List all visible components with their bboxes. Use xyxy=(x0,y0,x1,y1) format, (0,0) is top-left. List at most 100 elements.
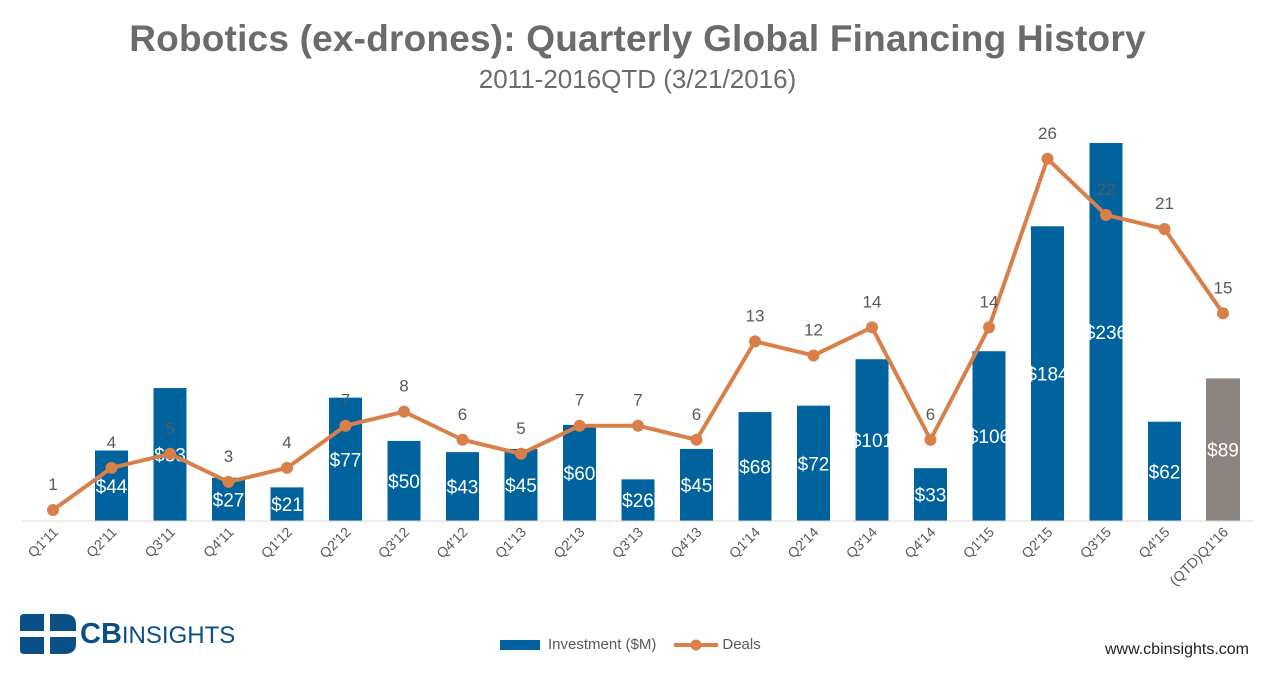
investment-bar xyxy=(387,440,421,521)
investment-value-label: $21 xyxy=(271,495,303,516)
deals-point xyxy=(1100,208,1112,221)
investment-value-label: $45 xyxy=(505,476,537,497)
x-tick-label: Q4'14 xyxy=(901,524,939,562)
deals-point xyxy=(164,447,176,460)
deals-value-label: 21 xyxy=(1155,194,1174,213)
deals-point xyxy=(339,419,352,432)
x-tick-label: Q4'15 xyxy=(1135,524,1173,562)
deals-value-label: 22 xyxy=(1097,180,1116,199)
deals-value-label: 5 xyxy=(516,419,525,438)
deals-point xyxy=(690,433,703,446)
logo-wordmark: CBINSIGHTS xyxy=(80,618,235,651)
deals-value-label: 6 xyxy=(692,405,701,424)
deals-point xyxy=(807,349,820,362)
deals-point xyxy=(515,447,527,460)
deals-point xyxy=(456,433,469,446)
investment-value-label: $236 xyxy=(1085,323,1127,344)
investment-labels: $44$83$27$21$77$50$43$45$60$26$45$68$72$… xyxy=(96,323,1239,516)
x-tick-label: Q1'14 xyxy=(726,524,764,562)
x-tick-label: Q4'11 xyxy=(200,524,237,561)
chart-title: Robotics (ex-drones): Quarterly Global F… xyxy=(129,18,1146,59)
investment-value-label: $106 xyxy=(968,427,1010,448)
investment-bar xyxy=(914,468,947,521)
x-tick-label: Q2'13 xyxy=(550,524,588,562)
investment-value-label: $43 xyxy=(447,478,479,499)
investment-value-label: $101 xyxy=(851,431,893,452)
investment-bar xyxy=(1031,226,1064,521)
deals-point xyxy=(573,419,586,432)
deals-point xyxy=(398,405,410,418)
deals-point xyxy=(222,475,235,488)
x-tick-label: Q4'13 xyxy=(667,524,705,562)
investment-value-label: $44 xyxy=(96,477,128,498)
deals-point xyxy=(47,504,59,516)
logo-cb: CB xyxy=(80,618,122,650)
legend-item-deals: Deals xyxy=(674,636,761,653)
deals-value-label: 1 xyxy=(48,475,57,494)
deals-point xyxy=(632,419,644,432)
investment-value-label: $60 xyxy=(564,464,596,485)
legend-item-investment: Investment ($M) xyxy=(500,636,656,653)
legend-label-investment: Investment ($M) xyxy=(548,636,657,653)
x-tick-label: Q1'11 xyxy=(24,524,61,561)
x-tick-label: Q3'15 xyxy=(1077,524,1115,562)
combo-chart: $44$83$27$21$77$50$43$45$60$26$45$68$72$… xyxy=(22,124,1253,589)
investment-bar xyxy=(972,351,1006,521)
source-url: www.cbinsights.com xyxy=(1104,641,1249,658)
deals-line xyxy=(47,152,1229,516)
deals-value-label: 14 xyxy=(863,292,882,311)
x-tick-label: Q1'13 xyxy=(492,524,530,562)
deals-point xyxy=(1041,152,1054,165)
x-tick-label: Q2'15 xyxy=(1018,524,1056,562)
investment-value-label: $89 xyxy=(1207,441,1239,462)
deals-value-label: 5 xyxy=(165,419,174,438)
investment-bar xyxy=(621,479,655,521)
investment-value-label: $77 xyxy=(330,450,362,471)
x-tick-label: Q2'12 xyxy=(316,524,354,562)
deals-value-label: 3 xyxy=(224,447,233,466)
investment-bar xyxy=(680,448,713,521)
logo-insights: INSIGHTS xyxy=(121,622,236,649)
investment-bar xyxy=(270,487,304,521)
investment-bar xyxy=(563,424,596,521)
deals-value-label: 15 xyxy=(1214,278,1233,297)
deals-value-label: 6 xyxy=(926,405,935,424)
cb-logo-icon xyxy=(20,614,76,654)
deals-point xyxy=(983,321,995,334)
investment-bar xyxy=(329,397,362,521)
investment-value-label: $26 xyxy=(622,491,654,512)
deals-value-label: 4 xyxy=(282,433,291,452)
deals-point xyxy=(1158,223,1171,235)
deals-value-label: 6 xyxy=(458,405,467,424)
x-tick-label: Q4'12 xyxy=(433,524,471,562)
deals-point xyxy=(1217,307,1229,320)
legend-label-deals: Deals xyxy=(722,636,761,653)
investment-bar xyxy=(1148,421,1181,521)
investment-bar xyxy=(797,405,830,521)
x-tick-label: Q3'11 xyxy=(141,524,178,561)
x-tick-label: Q3'13 xyxy=(609,524,647,562)
investment-value-label: $62 xyxy=(1149,462,1181,483)
investment-value-label: $68 xyxy=(739,458,771,479)
deals-value-label: 7 xyxy=(633,391,642,410)
deals-point xyxy=(281,461,293,474)
deals-value-label: 7 xyxy=(341,391,350,410)
legend: Investment ($M) Deals xyxy=(500,636,779,653)
deals-value-label: 4 xyxy=(107,433,116,452)
investment-bars xyxy=(95,143,1240,521)
x-tick-label: Q1'15 xyxy=(960,524,998,562)
deals-point xyxy=(105,461,118,474)
investment-value-label: $45 xyxy=(681,476,713,497)
legend-swatch-bar xyxy=(500,639,540,650)
investment-bar xyxy=(446,452,479,521)
investment-value-label: $50 xyxy=(388,472,420,493)
deals-value-label: 8 xyxy=(399,377,408,396)
deals-value-label: 12 xyxy=(804,320,823,339)
x-tick-label: Q2'11 xyxy=(83,524,120,561)
x-tick-label: Q2'14 xyxy=(784,524,822,562)
investment-value-label: $72 xyxy=(798,454,830,475)
deals-value-label: 13 xyxy=(746,306,765,325)
investment-bar xyxy=(738,412,772,521)
x-tick-label: Q3'12 xyxy=(375,524,413,562)
